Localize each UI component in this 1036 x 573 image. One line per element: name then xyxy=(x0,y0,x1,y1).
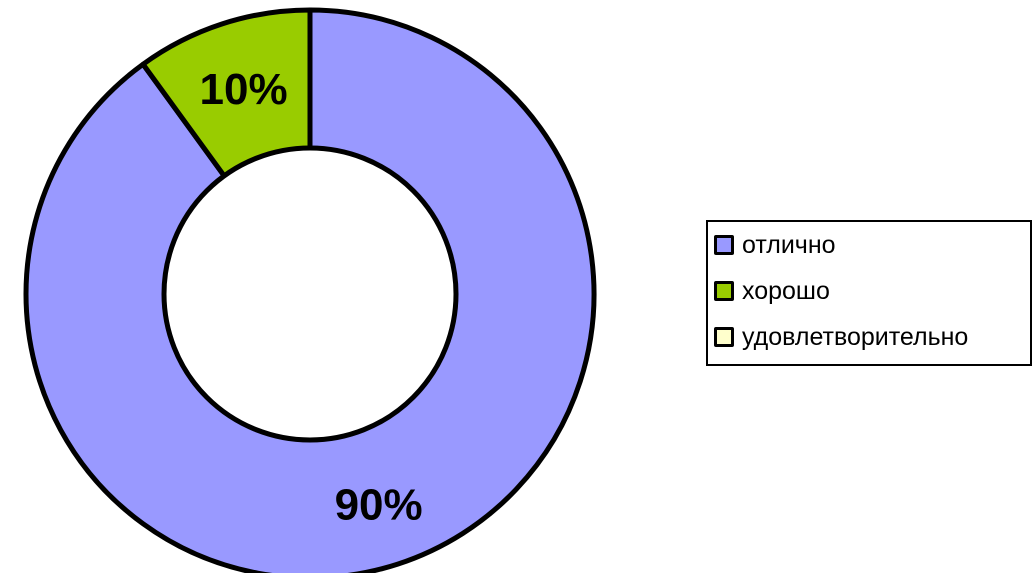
data-label-khorosho: 10% xyxy=(200,65,288,114)
donut-hole xyxy=(161,145,459,443)
legend-swatch-khorosho xyxy=(714,281,734,301)
legend-label-khorosho: хорошо xyxy=(742,277,830,305)
legend-swatch-otlichno xyxy=(714,235,734,255)
legend-item-khorosho: хорошо xyxy=(714,276,830,306)
legend-item-otlichno: отлично xyxy=(714,230,836,260)
legend-item-udovletvoritelno: удовлетворительно xyxy=(714,322,968,352)
legend-swatch-udovletvoritelno xyxy=(714,327,734,347)
legend-label-udovletvoritelno: удовлетворительно xyxy=(742,323,969,351)
legend-label-otlichno: отлично xyxy=(742,231,836,259)
legend: отлично хорошо удовлетворительно xyxy=(706,220,1032,366)
data-label-otlichno: 90% xyxy=(335,481,423,530)
